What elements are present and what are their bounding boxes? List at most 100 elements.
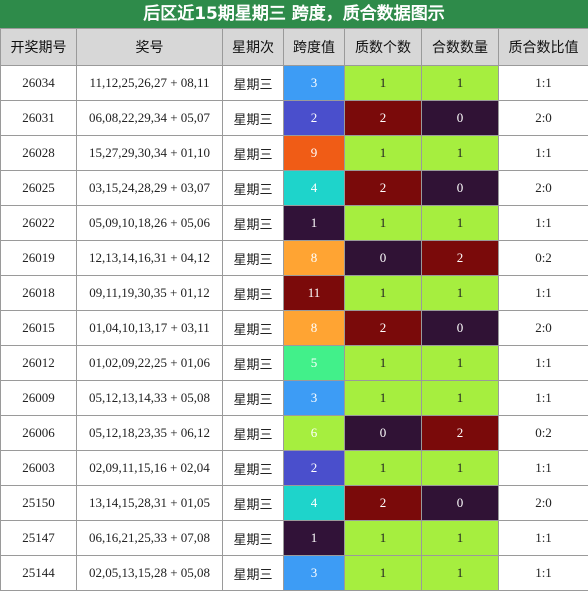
weekday-cell: 星期三 [223,276,284,311]
numbers-cell: 03,15,24,28,29 + 03,07 [77,171,223,206]
numbers-cell: 06,16,21,25,33 + 07,08 [77,521,223,556]
prime-count-cell: 1 [345,206,422,241]
weekday-cell: 星期三 [223,486,284,521]
period-cell: 26022 [1,206,77,241]
numbers-cell: 05,12,18,23,35 + 06,12 [77,416,223,451]
header-weekday: 星期次 [223,29,284,66]
prime-count-cell: 2 [345,486,422,521]
period-cell: 26025 [1,171,77,206]
numbers-cell: 11,12,25,26,27 + 08,11 [77,66,223,101]
header-numbers: 奖号 [77,29,223,66]
period-cell: 26031 [1,101,77,136]
ratio-cell: 2:0 [499,486,588,521]
composite-count-cell: 0 [422,171,499,206]
weekday-cell: 星期三 [223,206,284,241]
numbers-cell: 01,02,09,22,25 + 01,06 [77,346,223,381]
numbers-cell: 02,09,11,15,16 + 02,04 [77,451,223,486]
span-cell: 4 [284,171,345,206]
span-cell: 11 [284,276,345,311]
prime-count-cell: 2 [345,171,422,206]
header-ratio: 质合数比值 [499,29,588,66]
prime-count-cell: 2 [345,311,422,346]
numbers-cell: 05,12,13,14,33 + 05,08 [77,381,223,416]
composite-count-cell: 1 [422,521,499,556]
period-cell: 26006 [1,416,77,451]
span-cell: 1 [284,206,345,241]
numbers-cell: 01,04,10,13,17 + 03,11 [77,311,223,346]
composite-count-cell: 1 [422,276,499,311]
period-cell: 26015 [1,311,77,346]
numbers-cell: 06,08,22,29,34 + 05,07 [77,101,223,136]
period-cell: 26028 [1,136,77,171]
weekday-cell: 星期三 [223,241,284,276]
weekday-cell: 星期三 [223,101,284,136]
numbers-cell: 12,13,14,16,31 + 04,12 [77,241,223,276]
ratio-cell: 1:1 [499,136,588,171]
page-title: 后区近15期星期三 跨度，质合数据图示 [0,0,588,28]
composite-count-cell: 2 [422,416,499,451]
period-cell: 25147 [1,521,77,556]
prime-count-cell: 0 [345,241,422,276]
weekday-cell: 星期三 [223,311,284,346]
prime-count-cell: 1 [345,381,422,416]
prime-count-cell: 1 [345,346,422,381]
span-cell: 3 [284,381,345,416]
span-cell: 8 [284,241,345,276]
ratio-cell: 2:0 [499,101,588,136]
prime-count-cell: 0 [345,416,422,451]
composite-count-cell: 0 [422,101,499,136]
weekday-cell: 星期三 [223,66,284,101]
numbers-cell: 09,11,19,30,35 + 01,12 [77,276,223,311]
weekday-cell: 星期三 [223,451,284,486]
span-cell: 2 [284,451,345,486]
ratio-cell: 2:0 [499,311,588,346]
period-cell: 25144 [1,556,77,591]
prime-count-cell: 1 [345,136,422,171]
prime-count-cell: 1 [345,521,422,556]
span-cell: 3 [284,66,345,101]
numbers-cell: 13,14,15,28,31 + 01,05 [77,486,223,521]
header-composite-count: 合数数量 [422,29,499,66]
period-cell: 26012 [1,346,77,381]
weekday-cell: 星期三 [223,171,284,206]
span-cell: 5 [284,346,345,381]
prime-count-cell: 2 [345,101,422,136]
period-cell: 26009 [1,381,77,416]
composite-count-cell: 1 [422,381,499,416]
header-period: 开奖期号 [1,29,77,66]
span-cell: 1 [284,521,345,556]
weekday-cell: 星期三 [223,136,284,171]
ratio-cell: 1:1 [499,276,588,311]
weekday-cell: 星期三 [223,521,284,556]
composite-count-cell: 2 [422,241,499,276]
span-cell: 2 [284,101,345,136]
span-cell: 4 [284,486,345,521]
weekday-cell: 星期三 [223,416,284,451]
numbers-cell: 05,09,10,18,26 + 05,06 [77,206,223,241]
composite-count-cell: 1 [422,206,499,241]
ratio-cell: 1:1 [499,381,588,416]
prime-count-cell: 1 [345,66,422,101]
ratio-cell: 1:1 [499,206,588,241]
period-cell: 26003 [1,451,77,486]
ratio-cell: 1:1 [499,556,588,591]
composite-count-cell: 1 [422,346,499,381]
ratio-cell: 1:1 [499,66,588,101]
weekday-cell: 星期三 [223,346,284,381]
ratio-cell: 1:1 [499,451,588,486]
period-cell: 26019 [1,241,77,276]
period-cell: 26018 [1,276,77,311]
header-span: 跨度值 [284,29,345,66]
